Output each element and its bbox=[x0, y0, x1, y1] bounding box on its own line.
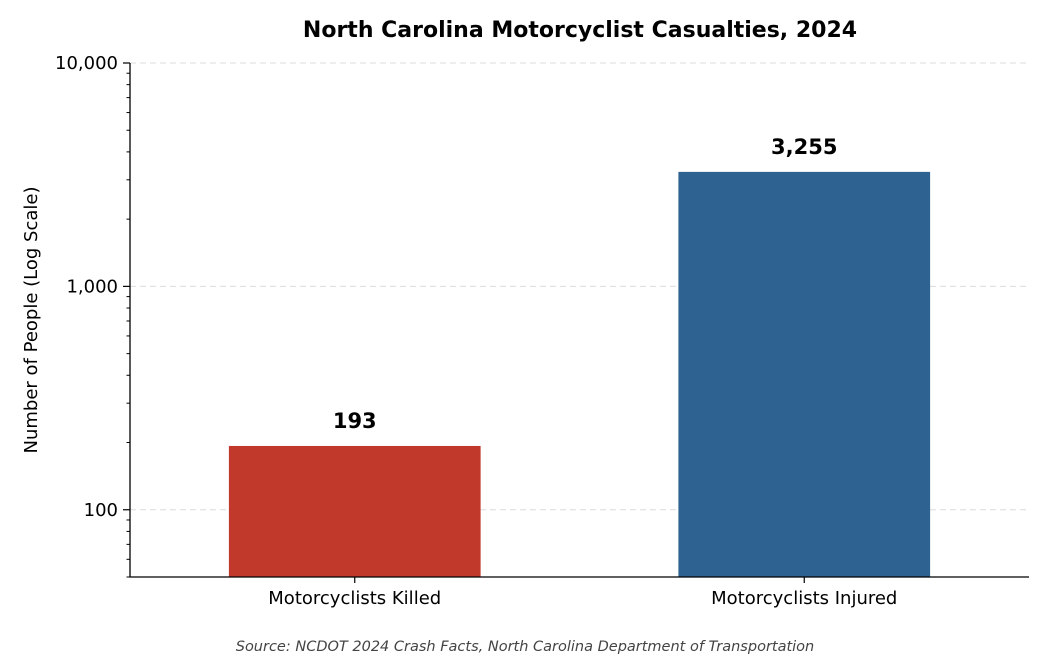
y-axis-label: Number of People (Log Scale) bbox=[21, 187, 42, 454]
x-tick-label: Motorcyclists Killed bbox=[268, 588, 441, 609]
bars bbox=[228, 171, 931, 577]
x-tick-labels: Motorcyclists Killed Motorcyclists Injure… bbox=[268, 588, 897, 609]
y-tick-label: 10,000 bbox=[55, 53, 118, 74]
data-label: 3,255 bbox=[771, 135, 837, 159]
data-labels: 193 3,255 bbox=[333, 135, 838, 433]
y-tick-label: 100 bbox=[84, 500, 118, 521]
y-ticks: 100 1,000 10,000 bbox=[55, 53, 130, 578]
data-label: 193 bbox=[333, 409, 377, 433]
axes bbox=[129, 63, 1029, 583]
y-tick-label: 1,000 bbox=[66, 276, 118, 297]
bar bbox=[678, 171, 931, 577]
chart-title: North Carolina Motorcyclist Casualties, … bbox=[303, 18, 857, 43]
x-tick-label: Motorcyclists Injured bbox=[711, 588, 897, 609]
bar bbox=[228, 445, 481, 577]
source-note: Source: NCDOT 2024 Crash Facts, North Ca… bbox=[236, 639, 815, 655]
